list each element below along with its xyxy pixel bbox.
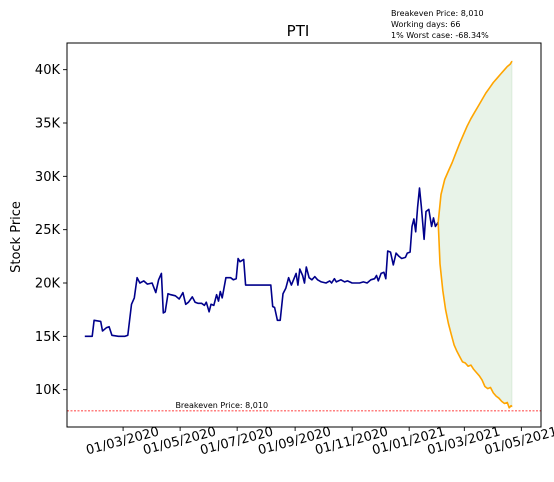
y-axis-label: Stock Price <box>9 201 24 273</box>
y-tick-label: 15K <box>35 330 61 345</box>
y-tick-label: 40K <box>35 63 61 78</box>
history-line <box>84 187 439 338</box>
info-line-2: Working days: 66 <box>391 20 460 29</box>
forecast-upper-line <box>437 60 513 223</box>
y-tick-label: 20K <box>35 277 61 292</box>
info-line-3: 1% Worst case: -68.34% <box>391 31 489 40</box>
forecast-lower-line <box>437 222 513 409</box>
y-tick-label: 10K <box>35 383 61 398</box>
y-tick-label: 35K <box>35 117 61 132</box>
y-tick-label: 25K <box>35 223 61 238</box>
y-tick-label: 30K <box>35 170 61 185</box>
breakeven-label: Breakeven Price: 8,010 <box>175 401 268 410</box>
info-line-1: Breakeven Price: 8,010 <box>391 9 484 18</box>
chart-title: PTI <box>287 22 310 40</box>
plot-area-frame <box>66 42 542 428</box>
